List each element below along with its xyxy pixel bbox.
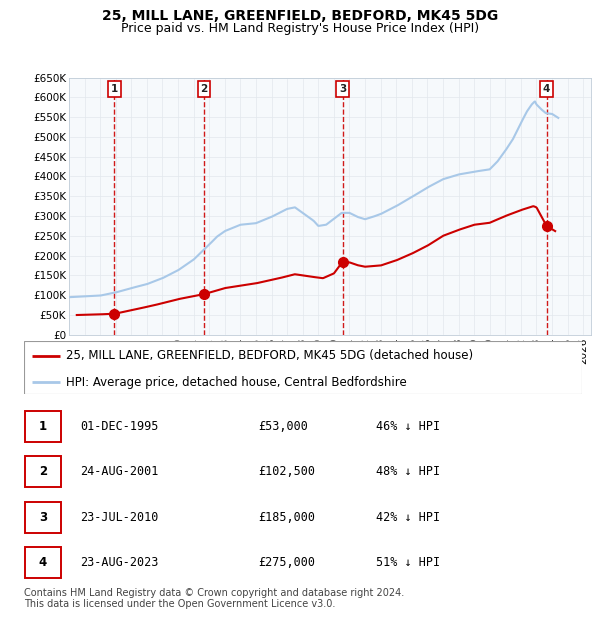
Text: £275,000: £275,000 <box>259 556 316 569</box>
Text: 46% ↓ HPI: 46% ↓ HPI <box>376 420 440 433</box>
Text: 48% ↓ HPI: 48% ↓ HPI <box>376 466 440 479</box>
FancyBboxPatch shape <box>69 78 591 335</box>
Text: HPI: Average price, detached house, Central Bedfordshire: HPI: Average price, detached house, Cent… <box>66 376 407 389</box>
Text: 1: 1 <box>39 420 47 433</box>
FancyBboxPatch shape <box>25 547 61 578</box>
Text: 01-DEC-1995: 01-DEC-1995 <box>80 420 158 433</box>
Text: 51% ↓ HPI: 51% ↓ HPI <box>376 556 440 569</box>
Text: 4: 4 <box>39 556 47 569</box>
Text: 24-AUG-2001: 24-AUG-2001 <box>80 466 158 479</box>
Text: Price paid vs. HM Land Registry's House Price Index (HPI): Price paid vs. HM Land Registry's House … <box>121 22 479 35</box>
Text: 3: 3 <box>339 84 346 94</box>
Text: 4: 4 <box>543 84 550 94</box>
Text: Contains HM Land Registry data © Crown copyright and database right 2024.
This d: Contains HM Land Registry data © Crown c… <box>24 588 404 609</box>
Text: 25, MILL LANE, GREENFIELD, BEDFORD, MK45 5DG: 25, MILL LANE, GREENFIELD, BEDFORD, MK45… <box>102 9 498 24</box>
FancyBboxPatch shape <box>25 502 61 533</box>
FancyBboxPatch shape <box>25 411 61 442</box>
Text: £53,000: £53,000 <box>259 420 308 433</box>
Text: 2: 2 <box>200 84 208 94</box>
Text: £185,000: £185,000 <box>259 511 316 524</box>
Text: 42% ↓ HPI: 42% ↓ HPI <box>376 511 440 524</box>
Text: 1: 1 <box>111 84 118 94</box>
Text: 23-AUG-2023: 23-AUG-2023 <box>80 556 158 569</box>
Text: £102,500: £102,500 <box>259 466 316 479</box>
FancyBboxPatch shape <box>24 341 582 394</box>
FancyBboxPatch shape <box>25 456 61 487</box>
Text: 2: 2 <box>39 466 47 479</box>
Text: 3: 3 <box>39 511 47 524</box>
Text: 23-JUL-2010: 23-JUL-2010 <box>80 511 158 524</box>
Text: 25, MILL LANE, GREENFIELD, BEDFORD, MK45 5DG (detached house): 25, MILL LANE, GREENFIELD, BEDFORD, MK45… <box>66 349 473 362</box>
